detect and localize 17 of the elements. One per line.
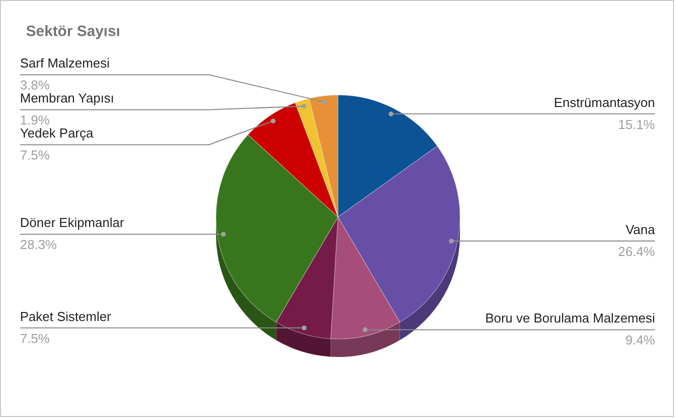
slice-label: Enstrümantasyon: [554, 94, 655, 110]
data-label: 7.5%: [20, 148, 50, 163]
data-label: 7.5%: [20, 330, 50, 346]
data-label: 15.1%: [618, 116, 656, 132]
slice-label: Yedek Parça: [20, 126, 94, 141]
data-label: 9.4%: [625, 332, 656, 348]
slice-label: Paket Sistemler: [20, 308, 112, 324]
data-label: 26.4%: [618, 244, 656, 260]
slice-label: Membran Yapısı: [20, 90, 114, 106]
slice-label: Döner Ekipmanlar: [20, 215, 125, 230]
data-label: 3.8%: [20, 78, 50, 93]
slice-label: Boru ve Borulama Malzemesi: [485, 310, 656, 326]
slice-label: Vana: [626, 222, 656, 238]
slice-label: Sarf Malzemesi: [20, 56, 110, 71]
data-label: 1.9%: [20, 112, 50, 128]
chart-title: Sektör Sayısı: [26, 23, 120, 40]
data-label: 28.3%: [20, 237, 58, 252]
